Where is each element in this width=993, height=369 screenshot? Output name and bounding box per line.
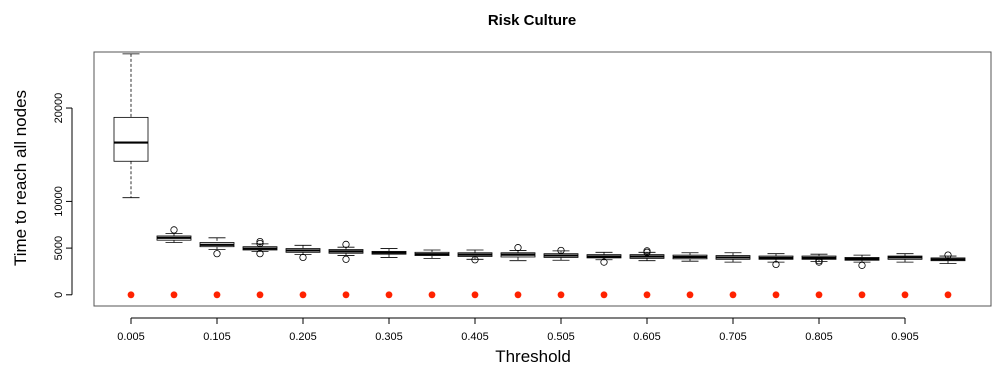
baseline-point <box>686 291 694 299</box>
box <box>887 253 923 263</box>
outlier-point <box>858 261 866 269</box>
y-axis-title: Time to reach all nodes <box>11 90 30 266</box>
outlier-point <box>944 251 952 259</box>
x-tick-label: 0.605 <box>633 331 661 343</box>
chart-title: Risk Culture <box>488 12 576 29</box>
baseline-point <box>127 291 135 299</box>
x-tick-label: 0.505 <box>547 331 575 343</box>
y-tick-label: 0 <box>53 292 65 298</box>
baseline-point <box>256 291 264 299</box>
x-tick-label: 0.705 <box>719 331 747 343</box>
baseline-point <box>944 291 952 299</box>
box <box>328 240 364 263</box>
box <box>801 253 837 266</box>
baseline-points-layer <box>127 291 952 299</box>
x-axis: 0.005 0.105 0.205 0.305 0.405 0.505 0.605 0.705… <box>117 317 919 343</box>
baseline-point <box>729 291 737 299</box>
baseline-point <box>772 291 780 299</box>
box <box>156 226 192 243</box>
baseline-point <box>342 291 350 299</box>
x-tick-label: 0.405 <box>461 331 489 343</box>
box <box>113 53 149 199</box>
baseline-point <box>213 291 221 299</box>
box-iqr <box>113 116 149 162</box>
baseline-point <box>600 291 608 299</box>
box <box>457 249 493 264</box>
outlier-point <box>815 257 823 265</box>
outlier-point <box>471 256 479 264</box>
outlier-point <box>256 250 264 258</box>
outlier-point <box>643 248 651 256</box>
baseline-point <box>428 291 436 299</box>
baseline-point <box>815 291 823 299</box>
outlier-point <box>213 250 221 258</box>
x-tick-label: 0.105 <box>203 331 231 343</box>
box <box>414 249 450 259</box>
outlier-point <box>299 253 307 262</box>
box <box>500 244 536 262</box>
box <box>758 253 794 269</box>
outlier-point <box>256 237 264 246</box>
box <box>543 246 579 261</box>
box <box>199 237 235 258</box>
box <box>586 251 622 266</box>
baseline-point <box>385 291 393 299</box>
x-tick-label: 0.305 <box>375 331 403 343</box>
x-tick-label: 0.005 <box>117 331 145 343</box>
y-tick-label: 20000 <box>53 93 65 124</box>
baseline-point <box>557 291 565 299</box>
outlier-point <box>170 226 178 234</box>
box <box>672 252 708 262</box>
box <box>285 244 321 262</box>
y-axis: 0 5000 10000 20000 <box>53 93 73 298</box>
box <box>629 247 665 262</box>
outlier-point <box>342 255 350 263</box>
baseline-point <box>643 291 651 299</box>
box <box>371 248 407 258</box>
plot-frame <box>93 51 992 307</box>
baseline-point <box>299 291 307 299</box>
baseline-point <box>901 291 909 299</box>
box <box>930 251 966 264</box>
x-tick-label: 0.205 <box>289 331 317 343</box>
box <box>715 252 751 263</box>
box <box>242 237 278 258</box>
baseline-point <box>170 291 178 299</box>
outlier-point <box>600 258 608 266</box>
outlier-point <box>772 260 780 269</box>
baseline-point <box>514 291 522 299</box>
box <box>844 254 880 269</box>
baseline-point <box>858 291 866 299</box>
x-tick-label: 0.805 <box>805 331 833 343</box>
y-tick-label: 5000 <box>53 236 65 260</box>
boxes-layer <box>113 53 966 269</box>
outlier-point <box>514 244 522 252</box>
y-tick-label: 10000 <box>53 186 65 217</box>
outlier-point <box>256 239 264 248</box>
outlier-point <box>557 246 565 255</box>
x-axis-title: Threshold <box>495 347 571 366</box>
baseline-point <box>471 291 479 299</box>
x-tick-label: 0.905 <box>891 331 919 343</box>
outlier-point <box>342 240 350 248</box>
